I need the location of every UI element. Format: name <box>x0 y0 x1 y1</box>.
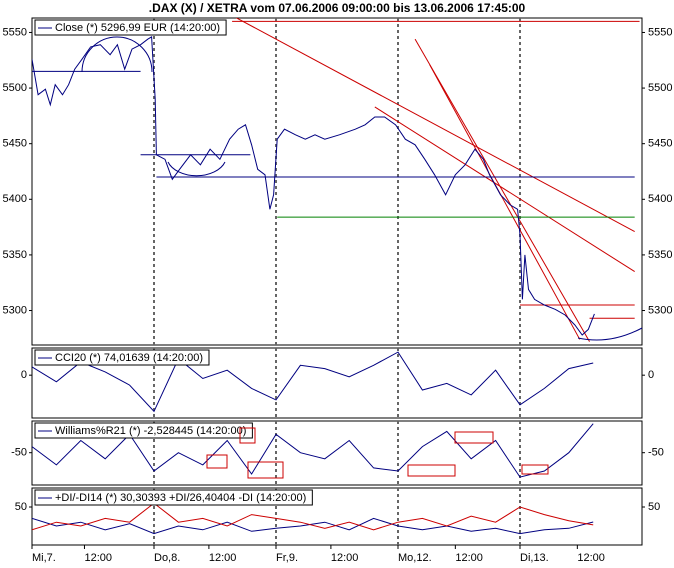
trend-line <box>374 106 635 273</box>
series-line <box>32 36 595 336</box>
annotations <box>81 36 643 479</box>
x-tick-label: Do,8. <box>154 552 180 564</box>
box <box>247 461 284 479</box>
legend: Close (*) 5296,99 EUR (14:20:00) <box>34 19 227 36</box>
legend-box <box>34 489 313 506</box>
box <box>239 427 256 444</box>
trend-line <box>429 64 581 340</box>
y-tick-label: 5400 <box>3 193 27 205</box>
legend-label: +DI/-DI14 (*) 30,30393 +DI/26,40404 -DI … <box>55 492 306 504</box>
x-tick-label: 12:00 <box>209 552 237 564</box>
series-line <box>32 351 594 413</box>
y-tick-label: 50 <box>15 501 27 513</box>
box <box>407 464 456 477</box>
x-tick-label: Fr,9. <box>276 552 298 564</box>
trend-line <box>414 38 590 342</box>
y-tick-label: 5450 <box>3 138 27 150</box>
y-tick-label: -50 <box>648 447 664 459</box>
y-tick-label: 5400 <box>648 193 672 205</box>
y-tick-label: 5350 <box>3 249 27 261</box>
trend-line <box>235 18 635 232</box>
x-tick-label: Di,13. <box>520 552 549 564</box>
y-tick-label: 5300 <box>648 304 672 316</box>
legend: +DI/-DI14 (*) 30,30393 +DI/26,40404 -DI … <box>34 489 313 506</box>
y-tick-label: 5450 <box>648 138 672 150</box>
series-line <box>32 502 594 531</box>
y-tick-label: 0 <box>21 369 27 381</box>
x-tick-label: 12:00 <box>84 552 112 564</box>
x-tick-label: 12:00 <box>577 552 605 564</box>
y-tick-label: 50 <box>648 501 660 513</box>
y-tick-label: 5550 <box>3 26 27 38</box>
legend: Williams%R21 (*) -2,528445 (14:20:00) <box>34 422 253 439</box>
plot-area <box>32 18 640 342</box>
arc <box>81 36 153 73</box>
arc <box>167 161 226 177</box>
plot-area <box>32 502 594 535</box>
series-line <box>32 517 594 535</box>
plot-area <box>32 351 594 413</box>
box <box>521 464 549 475</box>
y-tick-label: 5350 <box>648 249 672 261</box>
legend-label: Williams%R21 (*) -2,528445 (14:20:00) <box>55 425 246 437</box>
legend-label: Close (*) 5296,99 EUR (14:20:00) <box>55 22 220 34</box>
legend: CCI20 (*) 74,01639 (14:20:00) <box>34 349 210 366</box>
legend-box <box>34 349 210 366</box>
legend-box <box>34 422 253 439</box>
x-tick-label: 12:00 <box>455 552 483 564</box>
y-tick-label: -50 <box>11 447 27 459</box>
y-tick-label: 5500 <box>3 82 27 94</box>
x-tick-label: 12:00 <box>331 552 359 564</box>
arc <box>577 327 643 341</box>
y-tick-label: 0 <box>648 369 654 381</box>
x-tick-label: Mo,12. <box>398 552 432 564</box>
y-tick-label: 5550 <box>648 26 672 38</box>
y-tick-label: 5300 <box>3 304 27 316</box>
box <box>206 454 228 469</box>
legend-box <box>34 19 227 36</box>
legend-label: CCI20 (*) 74,01639 (14:20:00) <box>55 352 203 364</box>
x-tick-label: Mi,7. <box>32 552 56 564</box>
panel-frame <box>31 17 643 346</box>
y-tick-label: 5500 <box>648 82 672 94</box>
box <box>454 431 494 444</box>
chart-title: .DAX (X) / XETRA vom 07.06.2006 09:00:00… <box>149 1 526 15</box>
